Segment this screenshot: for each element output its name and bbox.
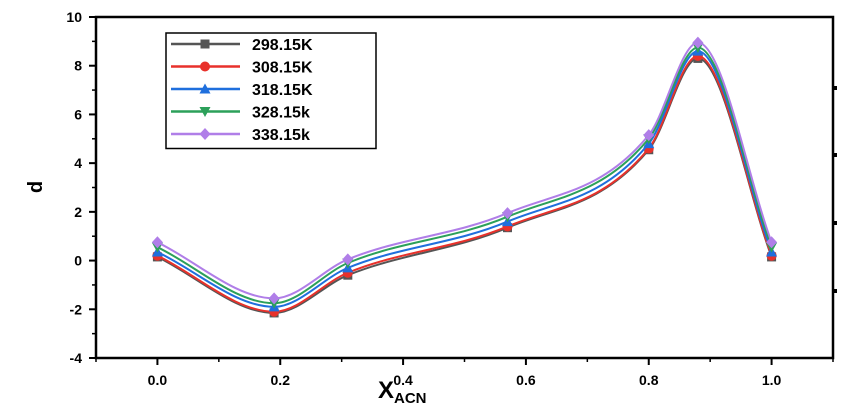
legend-marker xyxy=(200,61,210,72)
edge-mark xyxy=(834,153,837,157)
plot-frame xyxy=(94,15,835,360)
data-point xyxy=(692,36,704,49)
legend-label: 328.15k xyxy=(252,105,310,122)
legend-marker xyxy=(199,128,211,140)
y-tick-label: -4 xyxy=(70,350,83,366)
legend-label: 318.15K xyxy=(252,82,313,99)
legend-box xyxy=(165,32,377,150)
x-tick-label: 1.0 xyxy=(762,372,782,388)
x-tick-label: 0.0 xyxy=(148,372,168,388)
legend-label: 298.15K xyxy=(252,37,313,54)
y-tick-label: 6 xyxy=(74,106,82,122)
edge-mark xyxy=(834,86,837,90)
x-tick-label: 0.8 xyxy=(639,372,659,388)
y-tick-label: 8 xyxy=(74,58,82,74)
y-tick-label: 4 xyxy=(74,155,82,171)
y-tick-label: -2 xyxy=(70,301,83,317)
y-tick-label: 0 xyxy=(74,253,82,269)
data-point xyxy=(643,129,655,142)
legend-marker xyxy=(199,83,211,94)
data-point xyxy=(766,236,778,249)
y-tick-label: 2 xyxy=(74,204,82,220)
legend: 298.15K 308.15K 318.15K 328.15k 338.15k xyxy=(165,32,377,150)
y-axis-title: d xyxy=(25,181,47,193)
legend-marker xyxy=(199,107,211,117)
x-tick-label: 0.6 xyxy=(516,372,536,388)
y-tick-label: 10 xyxy=(66,9,82,25)
edge-mark xyxy=(834,221,837,225)
x-axis-title-subscript: ACN xyxy=(394,390,427,405)
x-axis-title: XACN xyxy=(378,377,427,405)
tick-labels: 0.0 0.2 0.4 0.6 0.8 1.0 -4 -2 0 2 4 6 8 10 xyxy=(66,9,781,388)
x-tick-label: 0.2 xyxy=(271,372,291,388)
edge-mark xyxy=(834,289,837,293)
data-point xyxy=(342,253,354,266)
data-point xyxy=(151,236,163,249)
series-layer xyxy=(151,36,778,318)
legend-label: 338.15k xyxy=(252,127,310,144)
legend-label: 308.15K xyxy=(252,60,313,77)
right-edge-marks xyxy=(834,86,837,293)
x-tick-label: 0.4 xyxy=(393,372,413,388)
data-point xyxy=(268,292,280,305)
data-point xyxy=(501,207,513,220)
legend-marker xyxy=(200,39,210,49)
x-axis-title-main: X xyxy=(378,377,394,404)
